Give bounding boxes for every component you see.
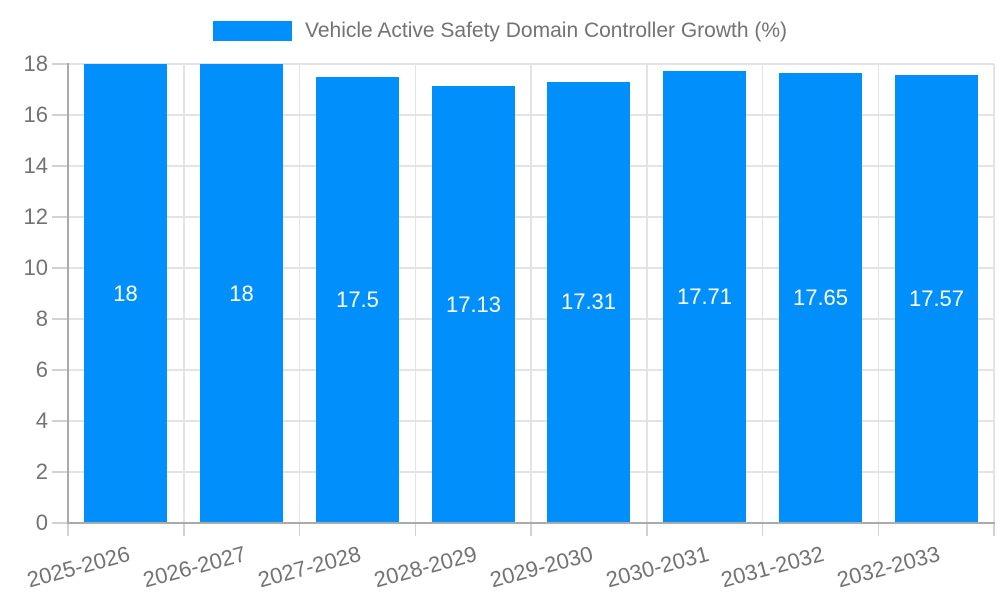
x-axis-line	[67, 522, 995, 524]
legend-item[interactable]: Vehicle Active Safety Domain Controller …	[212, 18, 788, 44]
x-axis-tick	[298, 523, 301, 536]
bar[interactable]	[663, 71, 746, 522]
y-axis-label: 16	[23, 102, 48, 127]
y-axis-label: 6	[35, 357, 48, 382]
bar[interactable]	[84, 64, 167, 522]
gridline-vertical	[646, 64, 648, 523]
y-axis-label: 12	[23, 204, 48, 229]
y-axis-tick	[52, 420, 68, 422]
legend-swatch	[212, 21, 292, 41]
legend-label: Vehicle Active Safety Domain Controller …	[304, 19, 788, 42]
y-axis-tick	[52, 216, 68, 218]
x-axis-tick	[183, 523, 185, 536]
y-axis-tick	[52, 165, 68, 167]
x-axis-tick	[414, 523, 416, 536]
bar[interactable]	[432, 86, 515, 522]
y-axis-label: 4	[35, 408, 48, 433]
bar-value-label: 17.13	[445, 291, 502, 317]
y-axis-label: 10	[23, 255, 48, 280]
bar-value-label: 17.5	[336, 286, 379, 312]
bar[interactable]	[779, 72, 862, 522]
y-axis-label: 0	[35, 510, 48, 535]
gridline-vertical	[530, 64, 532, 523]
bar-value-label: 17.65	[792, 284, 849, 310]
y-axis-tick	[52, 471, 68, 473]
y-axis-tick	[52, 63, 68, 65]
gridline-vertical	[877, 64, 879, 523]
gridline-vertical	[761, 64, 764, 523]
bar[interactable]	[316, 76, 399, 522]
y-axis-label: 2	[35, 459, 48, 484]
x-axis-tick	[67, 523, 69, 536]
gridline-vertical	[298, 64, 301, 523]
y-axis-label: 14	[23, 153, 48, 178]
y-axis-tick	[52, 522, 68, 524]
gridline-vertical	[993, 64, 995, 523]
x-axis-tick	[877, 523, 879, 536]
x-axis-tick	[761, 523, 764, 536]
x-axis-tick	[646, 523, 648, 536]
x-axis-tick	[993, 523, 995, 536]
bar-value-label: 18	[113, 280, 138, 306]
y-axis-tick	[52, 267, 68, 269]
y-axis-tick	[52, 114, 68, 116]
bar-value-label: 18	[229, 280, 254, 306]
bar-value-label: 17.71	[676, 284, 733, 310]
y-axis-tick	[52, 318, 68, 320]
bar[interactable]	[200, 64, 283, 522]
bar-value-label: 17.31	[560, 289, 617, 315]
chart-legend: Vehicle Active Safety Domain Controller …	[0, 18, 1000, 44]
x-axis-tick	[530, 523, 532, 536]
gridline-vertical	[414, 64, 416, 523]
y-axis-label: 8	[35, 306, 48, 331]
y-axis-line	[67, 63, 69, 524]
bar[interactable]	[895, 74, 978, 522]
gridline-vertical	[183, 64, 185, 523]
y-axis-tick	[52, 369, 68, 371]
bar-value-label: 17.57	[908, 285, 965, 311]
y-axis-label: 18	[23, 51, 48, 76]
bar[interactable]	[547, 81, 630, 522]
